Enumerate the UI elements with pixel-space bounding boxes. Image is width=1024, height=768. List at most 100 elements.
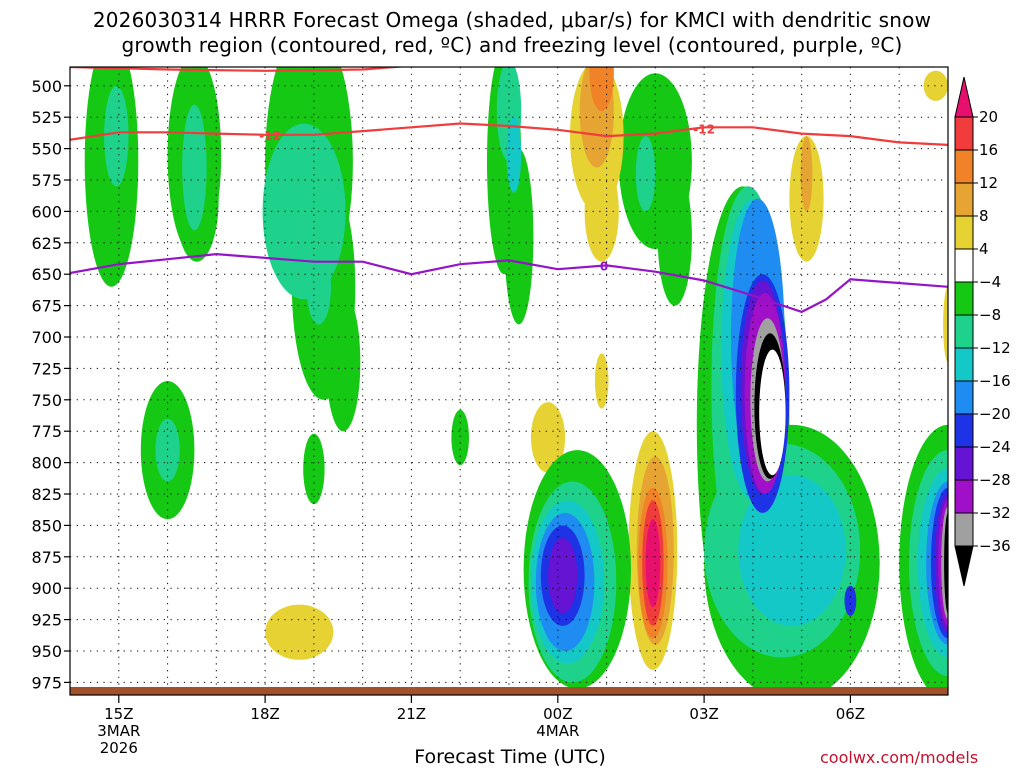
y-axis: 500 525 550 575 600 625 650 675 700 725 750 775 800 8… <box>31 77 70 692</box>
omega-region <box>530 402 566 473</box>
credit-text: coolwx.com/models <box>820 748 979 767</box>
omega-region <box>800 136 813 212</box>
y-tick-label: 650 <box>31 265 62 284</box>
colorbar: 20 16 12 8 4 −4 −8 −12 −16 −20 −24 −28 −32 −36 <box>954 76 1011 587</box>
x-tick-sublabel: 3MAR <box>97 722 140 740</box>
omega-region <box>182 104 207 231</box>
colorbar-label: 20 <box>979 108 998 126</box>
y-tick-label: 875 <box>31 548 62 567</box>
colorbar-segment <box>954 116 974 151</box>
omega-region <box>326 293 361 432</box>
colorbar-segment <box>954 215 974 250</box>
colorbar-label: −24 <box>979 438 1011 456</box>
omega-region <box>943 286 948 363</box>
chart-title-line-2: growth region (contoured, red, ºC) and f… <box>121 33 903 57</box>
y-tick-label: 975 <box>31 673 62 692</box>
colorbar-segment <box>954 248 974 283</box>
x-tick-label: 00Z <box>543 705 572 723</box>
omega-region <box>262 123 346 300</box>
y-tick-label: 725 <box>31 359 62 378</box>
omega-region <box>645 519 661 608</box>
contour-label: -12 <box>693 123 715 137</box>
y-tick-label: 500 <box>31 77 62 96</box>
x-tick-label: 06Z <box>836 705 865 723</box>
colorbar-label: −16 <box>979 372 1011 390</box>
omega-region <box>944 512 948 614</box>
x-tick-sublabel: 4MAR <box>536 722 579 740</box>
colorbar-segment <box>954 479 974 514</box>
omega-region <box>303 433 325 505</box>
colorbar-segment <box>954 314 974 349</box>
y-tick-label: 675 <box>31 297 62 316</box>
x-tick-label: 18Z <box>250 705 279 723</box>
omega-region <box>635 136 656 212</box>
omega-region <box>657 167 692 306</box>
omega-region <box>844 585 857 616</box>
colorbar-segment <box>954 512 974 547</box>
omega-region <box>548 538 578 614</box>
omega-region <box>504 148 534 325</box>
colorbar-segment <box>954 149 974 184</box>
y-tick-label: 900 <box>31 579 62 598</box>
colorbar-segment <box>954 446 974 481</box>
freezing-level-contour <box>70 252 948 314</box>
colorbar-bottom-arrow <box>954 545 974 587</box>
omega-region <box>584 161 619 262</box>
plot-frame <box>69 66 949 696</box>
colorbar-label: 4 <box>979 240 989 258</box>
chart-title-line-1: 2026030314 HRRR Forecast Omega (shaded, … <box>92 8 932 32</box>
y-tick-label: 750 <box>31 391 62 410</box>
colorbar-top-arrow <box>954 76 974 118</box>
y-tick-label: 700 <box>31 328 62 347</box>
colorbar-segment <box>954 380 974 415</box>
colorbar-segment <box>954 347 974 382</box>
y-tick-label: 775 <box>31 422 62 441</box>
omega-region <box>506 117 522 193</box>
omega-region <box>923 70 948 101</box>
omega-region <box>104 85 129 187</box>
colorbar-label: −4 <box>979 273 1001 291</box>
contour-label: -12 <box>259 129 281 143</box>
omega-region <box>589 67 614 111</box>
colorbar-segment <box>954 281 974 316</box>
y-tick-label: 950 <box>31 642 62 661</box>
y-tick-label: 575 <box>31 171 62 190</box>
x-tick-label: 15Z <box>104 705 133 723</box>
colorbar-label: −20 <box>979 405 1011 423</box>
y-tick-label: 550 <box>31 140 62 159</box>
dendritic-contour <box>70 122 948 146</box>
colorbar-segment <box>954 413 974 448</box>
colorbar-label: −12 <box>979 339 1011 357</box>
y-tick-label: 825 <box>31 485 62 504</box>
x-tick-label: 03Z <box>689 705 718 723</box>
colorbar-segment <box>954 182 974 217</box>
y-tick-label: 625 <box>31 234 62 253</box>
omega-region <box>738 475 846 626</box>
x-tick-label: 21Z <box>397 705 426 723</box>
colorbar-label: −36 <box>979 537 1011 555</box>
colorbar-label: 16 <box>979 141 998 159</box>
colorbar-label: 12 <box>979 174 998 192</box>
colorbar-label: −8 <box>979 306 1001 324</box>
omega-region <box>594 353 609 409</box>
y-tick-label: 925 <box>31 611 62 630</box>
colorbar-label: −32 <box>979 504 1011 522</box>
colorbar-label: 8 <box>979 207 989 225</box>
omega-shading <box>84 67 948 695</box>
omega-region <box>759 349 786 476</box>
colorbar-label: −28 <box>979 471 1011 489</box>
y-tick-label: 525 <box>31 108 62 127</box>
contour-lines: -12 -12 0 <box>70 67 948 314</box>
omega-region <box>451 409 470 466</box>
omega-region <box>265 604 334 660</box>
y-tick-label: 850 <box>31 516 62 535</box>
x-tick-sublabel: 2026 <box>100 739 138 757</box>
dendritic-contour <box>70 67 409 72</box>
x-axis-label: Forecast Time (UTC) <box>414 746 606 768</box>
contour-label: 0 <box>600 259 608 273</box>
y-tick-label: 800 <box>31 454 62 473</box>
ground-strip <box>70 687 948 695</box>
chart-title: 2026030314 HRRR Forecast Omega (shaded, … <box>0 8 1024 58</box>
